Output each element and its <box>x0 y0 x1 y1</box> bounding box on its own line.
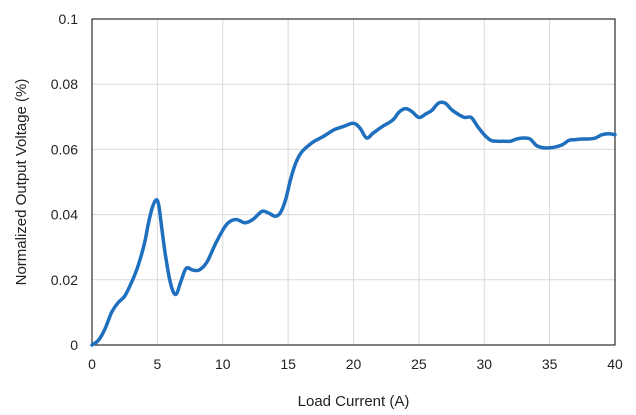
x-tick-label: 15 <box>280 356 296 372</box>
y-tick-label: 0.04 <box>51 207 78 223</box>
series-line-0 <box>90 100 617 347</box>
y-tick-label: 0.02 <box>51 272 78 288</box>
plot-area-border <box>91 18 616 346</box>
y-axis-title: Normalized Output Voltage (%) <box>13 79 30 286</box>
series-layer <box>90 100 617 347</box>
y-tick-label: 0.1 <box>59 11 79 27</box>
y-tick-label: 0.06 <box>51 141 78 157</box>
x-tick-label: 30 <box>476 356 492 372</box>
x-tick-label: 20 <box>346 356 362 372</box>
x-tick-label: 0 <box>88 356 96 372</box>
x-tick-label: 10 <box>215 356 231 372</box>
x-tick-label: 5 <box>153 356 161 372</box>
y-tick-label: 0.08 <box>51 76 78 92</box>
tick-labels: 0 5 10 15 20 25 30 35 40 0 0.02 0.04 0.06 0.08 0.1 <box>51 11 623 372</box>
x-tick-label: 40 <box>607 356 623 372</box>
y-tick-label: 0 <box>70 337 78 353</box>
x-axis-title: Load Current (A) <box>298 393 410 410</box>
x-tick-label: 35 <box>542 356 558 372</box>
x-tick-label: 25 <box>411 356 427 372</box>
gridlines <box>91 18 616 346</box>
